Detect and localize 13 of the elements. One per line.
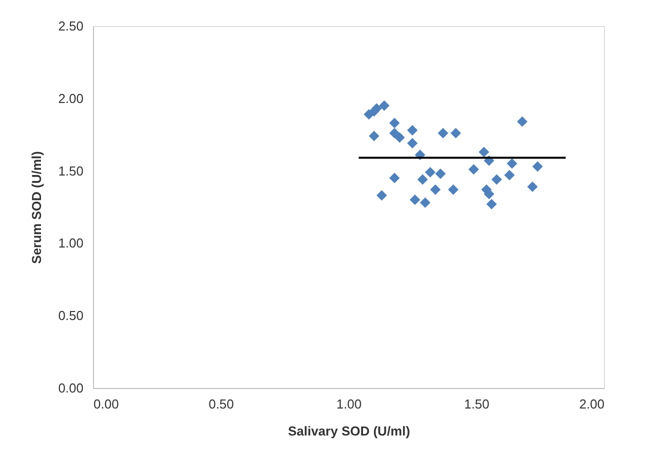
x-axis-title: Salivary SOD (U/ml) <box>288 424 410 438</box>
x-tick-label: 0.00 <box>94 396 119 412</box>
y-tick-label: 2.00 <box>58 90 84 106</box>
x-tick-label: 2.00 <box>579 396 604 412</box>
x-tick-label: 0.50 <box>208 396 234 412</box>
y-tick-label: 1.00 <box>58 236 84 251</box>
y-tick-label: 1.50 <box>58 163 84 178</box>
x-tick-label: 1.50 <box>464 396 490 412</box>
y-tick-label: 0.50 <box>58 308 84 324</box>
y-tick-label: 0.00 <box>58 380 84 396</box>
y-tick-label: 2.50 <box>58 18 84 34</box>
y-axis-title: Serum SOD (U/ml) <box>29 151 44 264</box>
x-tick-label: 1.00 <box>336 396 362 412</box>
